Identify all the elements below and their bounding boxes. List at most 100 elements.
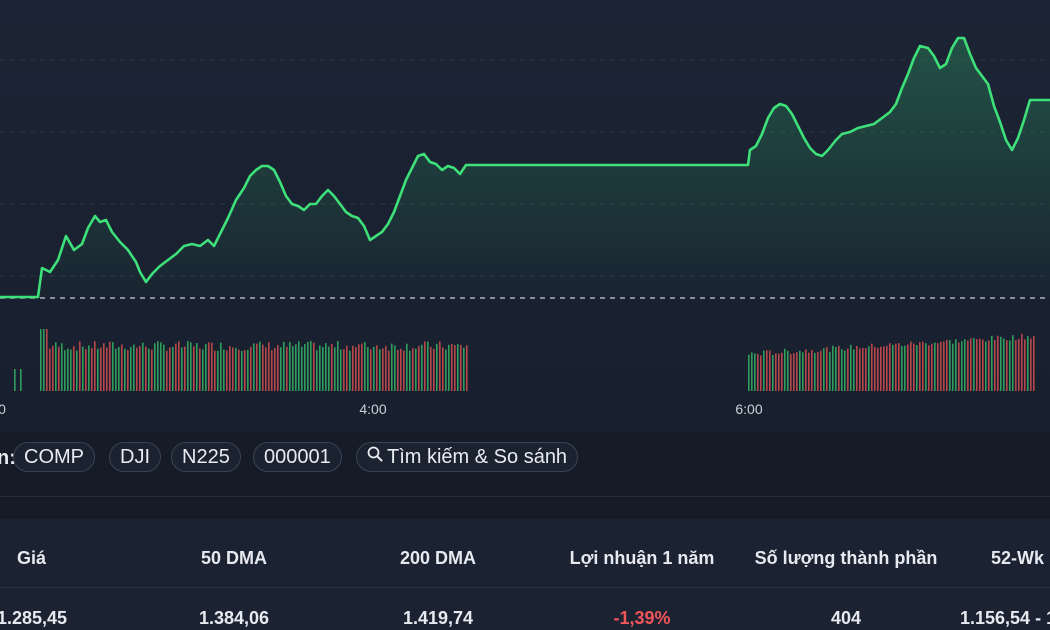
price-chart-panel[interactable]: 0 4:00 6:00 bbox=[0, 0, 1050, 432]
volume-bar bbox=[154, 343, 156, 391]
compare-chip-000001[interactable]: 000001 bbox=[253, 442, 342, 472]
volume-bar bbox=[880, 346, 882, 391]
volume-bar bbox=[805, 349, 807, 391]
volume-bar bbox=[439, 341, 441, 391]
search-compare-button[interactable]: Tìm kiếm & So sánh bbox=[356, 442, 579, 472]
volume-bar bbox=[904, 345, 906, 391]
volume-bar bbox=[445, 349, 447, 391]
compare-label: n: bbox=[0, 447, 16, 469]
volume-bar bbox=[220, 342, 222, 391]
price-chart[interactable] bbox=[0, 0, 1050, 432]
volume-bar bbox=[64, 350, 66, 391]
volume-bar bbox=[970, 338, 972, 391]
volume-bar bbox=[205, 344, 207, 391]
volume-bar bbox=[331, 343, 333, 391]
volume-bar bbox=[268, 342, 270, 391]
volume-bar bbox=[160, 342, 162, 391]
volume-bar bbox=[871, 343, 873, 391]
volume-bar bbox=[94, 341, 96, 391]
volume-bar bbox=[901, 345, 903, 391]
volume-bar bbox=[184, 346, 186, 391]
volume-bar bbox=[14, 369, 16, 391]
volume-bar bbox=[358, 344, 360, 391]
volume-bar bbox=[388, 350, 390, 391]
volume-bar bbox=[118, 346, 120, 391]
volume-bar bbox=[808, 352, 810, 391]
volume-bar bbox=[202, 349, 204, 391]
volume-bar bbox=[973, 338, 975, 391]
volume-bar bbox=[796, 352, 798, 391]
volume-bar bbox=[322, 347, 324, 391]
volume-bar bbox=[133, 344, 135, 391]
volume-bar bbox=[340, 349, 342, 391]
volume-bar bbox=[763, 350, 765, 391]
volume-bar bbox=[385, 345, 387, 391]
volume-bar bbox=[1009, 340, 1011, 391]
volume-bar bbox=[382, 348, 384, 391]
volume-bar bbox=[463, 347, 465, 391]
compare-chip-n225[interactable]: N225 bbox=[171, 442, 241, 472]
volume-bar bbox=[784, 348, 786, 391]
volume-bar bbox=[418, 346, 420, 391]
volume-bar bbox=[415, 348, 417, 391]
volume-bar bbox=[376, 345, 378, 391]
volume-bar bbox=[334, 347, 336, 391]
volume-bar bbox=[214, 350, 216, 391]
volume-bar bbox=[103, 343, 105, 391]
volume-bar bbox=[148, 348, 150, 391]
volume-bar bbox=[781, 352, 783, 391]
volume-bar bbox=[877, 348, 879, 391]
volume-bar bbox=[52, 345, 54, 391]
volume-bar bbox=[961, 341, 963, 391]
volume-bar bbox=[298, 341, 300, 391]
volume-bar bbox=[289, 342, 291, 391]
stats-divider bbox=[0, 587, 1050, 588]
volume-bar bbox=[826, 346, 828, 391]
volume-bar bbox=[211, 342, 213, 391]
compare-chip-comp[interactable]: COMP bbox=[13, 442, 95, 472]
volume-bar bbox=[175, 343, 177, 391]
volume-bar bbox=[832, 345, 834, 391]
volume-bar bbox=[1015, 340, 1017, 391]
volume-bar bbox=[802, 352, 804, 391]
volume-bar bbox=[409, 350, 411, 391]
volume-bar bbox=[142, 342, 144, 391]
volume-bar bbox=[79, 341, 81, 391]
volume-bar bbox=[925, 343, 927, 391]
volume-bar bbox=[301, 346, 303, 391]
volume-bar bbox=[457, 343, 459, 391]
volume-bar bbox=[199, 348, 201, 391]
compare-chip-dji[interactable]: DJI bbox=[109, 442, 161, 472]
stat-header-1y-return: Lợi nhuận 1 năm bbox=[569, 548, 715, 568]
section-divider bbox=[0, 496, 1050, 497]
volume-bar bbox=[835, 347, 837, 391]
volume-bar bbox=[931, 343, 933, 391]
volume-bar bbox=[235, 348, 237, 391]
volume-bar bbox=[295, 344, 297, 391]
volume-bar bbox=[256, 343, 258, 391]
volume-bar bbox=[937, 343, 939, 391]
time-label: 0 bbox=[0, 401, 6, 417]
volume-bar bbox=[178, 341, 180, 391]
volume-bar bbox=[1033, 336, 1035, 391]
volume-bar bbox=[61, 343, 63, 391]
volume-bar bbox=[424, 341, 426, 391]
volume-bar bbox=[913, 343, 915, 391]
volume-bar bbox=[112, 342, 114, 391]
stat-value-50dma: 1.384,06 bbox=[198, 608, 270, 628]
volume-bar bbox=[838, 345, 840, 391]
volume-bar bbox=[172, 347, 174, 391]
volume-bar bbox=[355, 347, 357, 391]
volume-bar bbox=[817, 352, 819, 391]
volume-bar bbox=[100, 347, 102, 391]
volume-bar bbox=[856, 345, 858, 391]
volume-bar bbox=[451, 343, 453, 391]
price-area bbox=[0, 38, 1050, 298]
volume-bar bbox=[316, 350, 318, 391]
volume-bar bbox=[85, 349, 87, 391]
volume-bar bbox=[253, 343, 255, 391]
stat-header-constituents: Số lượng thành phần bbox=[754, 548, 938, 568]
volume-bar bbox=[868, 346, 870, 391]
volume-bar bbox=[136, 347, 138, 391]
volume-bar bbox=[850, 344, 852, 391]
